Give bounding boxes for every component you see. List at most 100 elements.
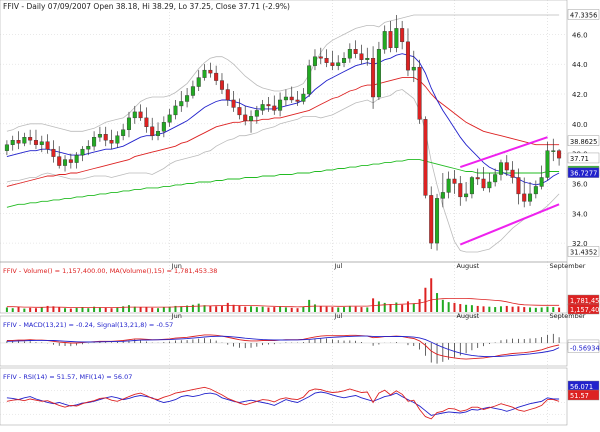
candle-body bbox=[400, 28, 405, 43]
rsi-line bbox=[6, 386, 560, 420]
candle-body bbox=[51, 148, 56, 157]
candle-body bbox=[185, 95, 190, 102]
candle-body bbox=[121, 129, 126, 136]
price-tag-box bbox=[567, 152, 600, 164]
volume-panel-frame bbox=[0, 261, 568, 314]
month-label: Jun bbox=[171, 262, 182, 270]
candle-body bbox=[394, 28, 399, 48]
volume-bar bbox=[168, 306, 171, 312]
volume-panel-title: FFIV - Volume() = 1,157,400.00, MA(Volum… bbox=[3, 267, 217, 275]
price-tick-label: 32.0 bbox=[572, 240, 588, 248]
candle-body bbox=[33, 140, 38, 145]
candle-body bbox=[469, 177, 474, 195]
candle-body bbox=[63, 159, 68, 166]
candle-body bbox=[86, 145, 91, 150]
candle-body bbox=[289, 96, 294, 101]
volume-bar bbox=[244, 306, 247, 312]
price-tag: 31.4352 bbox=[567, 246, 600, 257]
candle-body bbox=[423, 119, 428, 196]
candle-body bbox=[254, 110, 259, 117]
volume-bar bbox=[470, 305, 473, 312]
volume-bar bbox=[459, 304, 462, 312]
macd-tag: -0.569348 bbox=[567, 342, 600, 353]
volume-bar bbox=[523, 307, 526, 312]
volume-bar bbox=[81, 307, 84, 312]
volume-bar bbox=[133, 306, 136, 312]
candle-body bbox=[45, 141, 50, 150]
volume-bar bbox=[34, 308, 37, 312]
volume-bar bbox=[180, 306, 183, 312]
macd-panel-title: FFIV - MACD(13,21) = -0.24, Signal(13,21… bbox=[3, 321, 173, 329]
price-tag-box bbox=[567, 246, 600, 257]
rsi-tag: 56.071 bbox=[567, 380, 600, 392]
volume-bar bbox=[441, 299, 444, 312]
volume-bar bbox=[284, 307, 287, 312]
candle-body bbox=[132, 111, 137, 119]
candle-body bbox=[243, 114, 248, 122]
volume-bar bbox=[505, 305, 508, 312]
candle-body bbox=[464, 193, 469, 198]
candle-body bbox=[196, 77, 201, 87]
candle-body bbox=[10, 140, 15, 145]
candle-body bbox=[283, 96, 288, 101]
rsi-panel-frame bbox=[0, 367, 568, 426]
volume-bar bbox=[151, 307, 154, 312]
candle-body bbox=[458, 183, 463, 198]
candle-body bbox=[429, 195, 434, 244]
candle-body bbox=[539, 177, 544, 187]
volume-bar bbox=[127, 305, 130, 312]
volume-bar bbox=[145, 307, 148, 312]
price-tick-label: 44.0 bbox=[572, 61, 588, 69]
candle-body bbox=[190, 86, 195, 96]
candle-body bbox=[347, 49, 352, 59]
candle-body bbox=[318, 56, 323, 59]
channel-line bbox=[459, 136, 548, 169]
volume-bar bbox=[197, 303, 200, 312]
candle-body bbox=[144, 117, 149, 128]
volume-bar bbox=[58, 307, 61, 312]
volume-bar bbox=[372, 298, 375, 312]
month-label: Jul bbox=[333, 262, 342, 270]
candle-body bbox=[498, 162, 503, 175]
candle-body bbox=[440, 192, 445, 199]
candle-body bbox=[417, 66, 422, 120]
candle-body bbox=[382, 31, 387, 50]
candle-body bbox=[493, 174, 498, 183]
macd-tag-label: -0.569348 bbox=[570, 345, 600, 353]
candle-body bbox=[208, 69, 213, 74]
volume-bar bbox=[186, 305, 189, 312]
candle-body bbox=[487, 181, 492, 189]
candle-body bbox=[92, 137, 97, 147]
volume-bar bbox=[46, 305, 49, 312]
candle-body bbox=[522, 193, 527, 202]
candle-body bbox=[557, 150, 562, 159]
bollinger-bands bbox=[6, 14, 560, 253]
candle-body bbox=[150, 126, 155, 136]
volume-bar bbox=[511, 306, 514, 312]
month-label-lower: August bbox=[456, 312, 479, 320]
candle-body bbox=[405, 41, 410, 71]
volume-bar bbox=[558, 307, 561, 312]
volume-bar bbox=[337, 307, 340, 312]
volume-bar bbox=[64, 308, 67, 312]
volume-bar bbox=[87, 308, 90, 312]
volume-bar bbox=[215, 306, 218, 312]
channel-line bbox=[459, 203, 560, 246]
volume-bar bbox=[418, 299, 421, 312]
macd-lines: -0.24577-0.569348 bbox=[0, 333, 600, 364]
candle-body bbox=[4, 144, 9, 151]
mfi-line bbox=[6, 391, 560, 416]
volume-bar bbox=[436, 293, 439, 312]
month-label-lower: September bbox=[549, 312, 585, 320]
volume-bar bbox=[482, 306, 485, 312]
volume-bar bbox=[465, 304, 468, 312]
volume-bar bbox=[267, 307, 270, 312]
volume-bar bbox=[488, 306, 491, 312]
candle-body bbox=[365, 58, 370, 60]
price-tag-box bbox=[567, 9, 600, 20]
candle-body bbox=[22, 137, 27, 144]
candle-body bbox=[312, 56, 317, 66]
rsi-tag-label: 56.071 bbox=[570, 383, 593, 391]
volume-tag: 1,157,400 bbox=[567, 303, 600, 315]
candle-body bbox=[504, 162, 509, 171]
